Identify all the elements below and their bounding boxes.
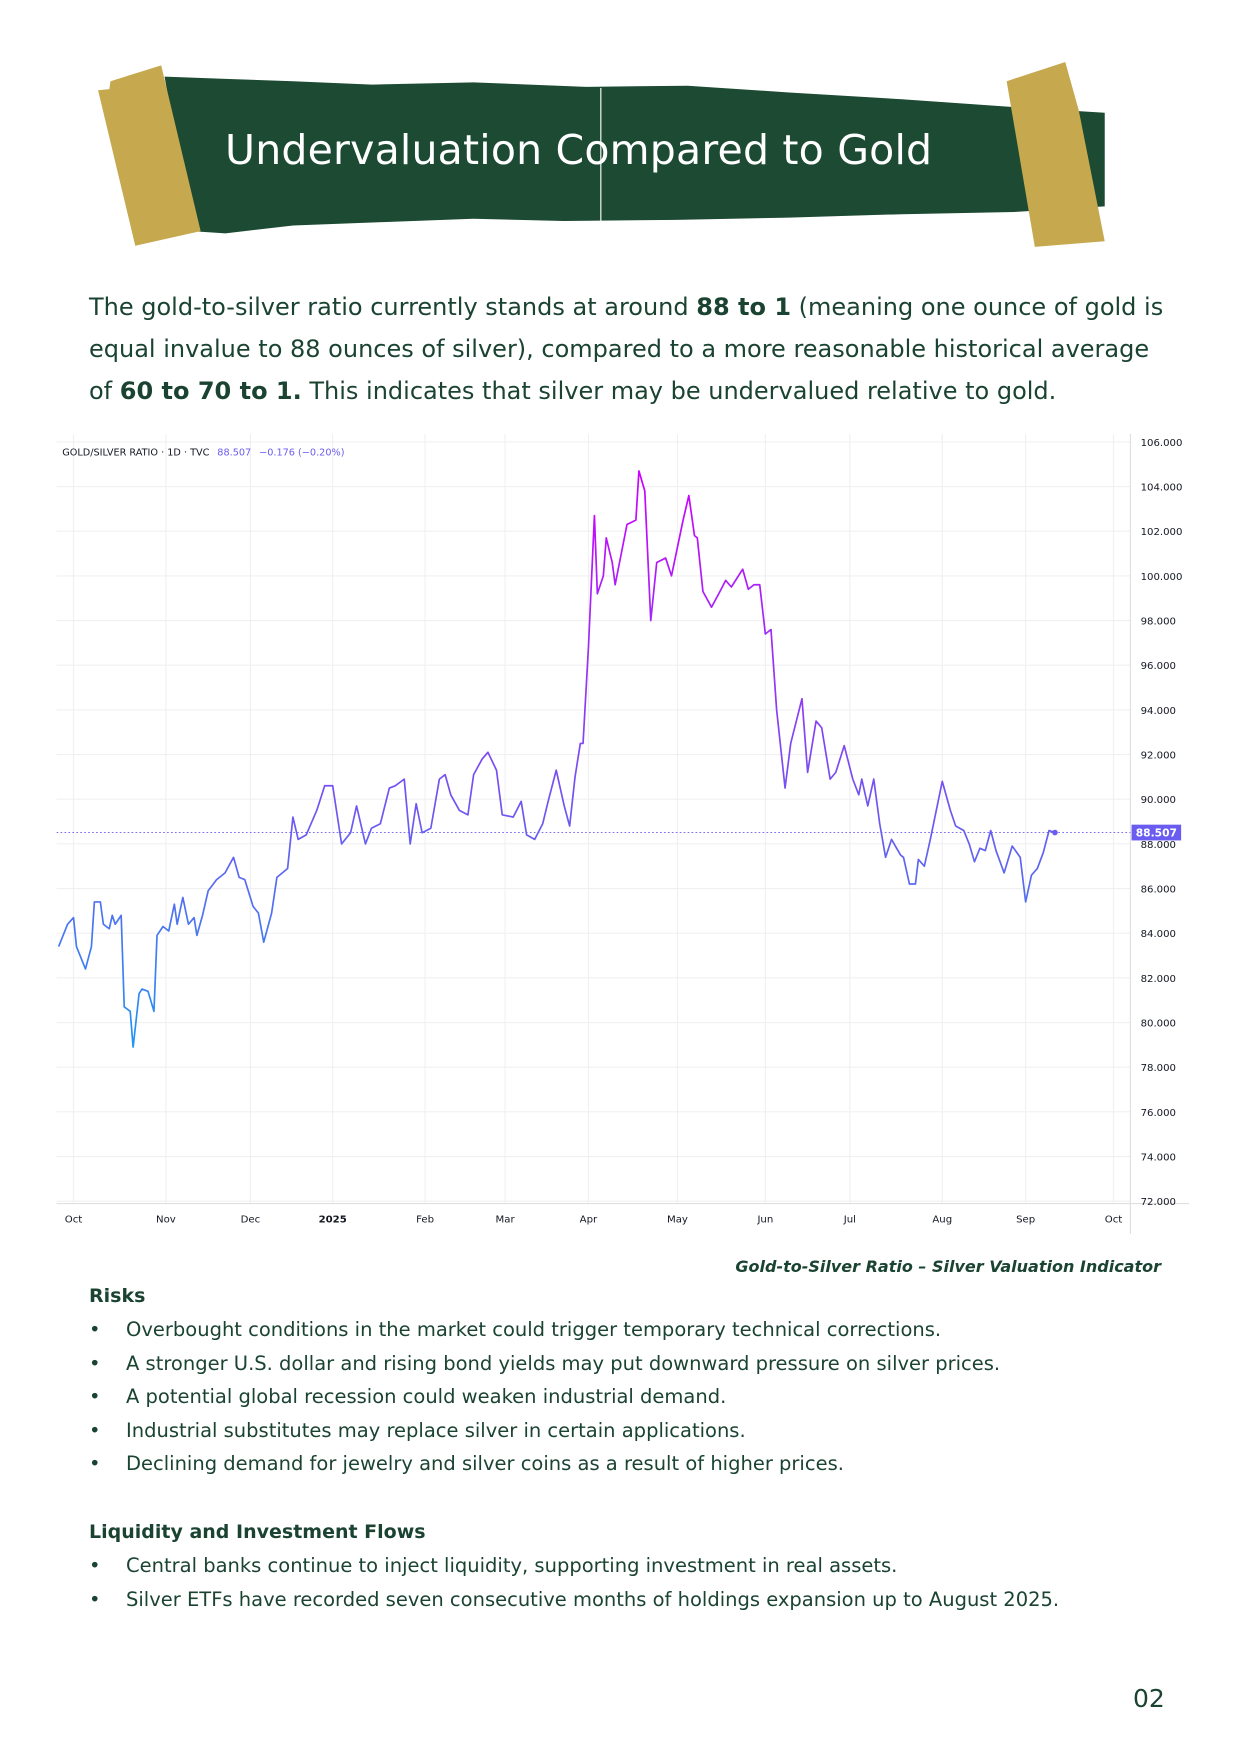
intro-ratio-historical: 60 to 70 to 1. — [119, 377, 302, 405]
y-tick-label: 78.000 — [1141, 1063, 1176, 1074]
y-tick-label: 76.000 — [1141, 1108, 1176, 1119]
list-item: • Central banks continue to inject liquid… — [89, 1554, 897, 1577]
bullet-icon: • — [89, 1318, 101, 1341]
chart-legend: GOLD/SILVER RATIO · 1D · TVC 88.507 −0.176… — [62, 447, 344, 458]
y-tick-label: 80.000 — [1141, 1018, 1176, 1029]
list-item-text: Central banks continue to inject liquidi… — [126, 1554, 898, 1577]
intro-text: The gold-to-silver ratio currently stand… — [89, 293, 697, 321]
y-tick-label: 94.000 — [1141, 706, 1176, 717]
bullet-icon: • — [89, 1452, 101, 1476]
liquidity-heading: Liquidity and Investment Flows — [89, 1521, 426, 1543]
intro-ratio-current: 88 to 1 — [696, 293, 792, 321]
intro-text: This indicates that silver may be underv… — [301, 377, 1057, 405]
intro-paragraph: The gold-to-silver ratio currently stand… — [89, 286, 1174, 412]
x-tick-label: Aug — [932, 1215, 952, 1226]
x-tick-label: May — [667, 1215, 688, 1226]
x-tick-label: Oct — [1105, 1215, 1123, 1226]
x-tick-label: Sep — [1016, 1215, 1035, 1226]
page-title: Undervaluation Compared to Gold — [225, 126, 933, 174]
price-axis: 106.000 104.000 102.000 100.000 98.000 96.000… — [1141, 438, 1183, 1208]
list-item: • A potential global recession could weak… — [89, 1385, 726, 1408]
y-tick-label: 98.000 — [1141, 616, 1176, 627]
time-axis: Oct Nov Dec 2025 Feb Mar Apr May Jun Jul Aug Sep Oct — [65, 1215, 1123, 1226]
last-point-marker — [1052, 829, 1058, 836]
intro-text: (meaning one ounce of gold is equal inva… — [89, 293, 1164, 405]
chart-caption: Gold-to-Silver Ratio – Silver Valuation … — [735, 1257, 1161, 1276]
bullet-icon: • — [89, 1587, 101, 1611]
list-item-text: Overbought conditions in the market coul… — [126, 1318, 942, 1341]
bullet-icon: • — [89, 1418, 101, 1442]
list-item: • A stronger U.S. dollar and rising bond … — [89, 1352, 1000, 1375]
list-item-text: A potential global recession could weake… — [126, 1385, 727, 1409]
y-tick-label: 74.000 — [1141, 1152, 1176, 1163]
x-tick-label: Feb — [416, 1215, 434, 1226]
x-tick-label: Oct — [65, 1215, 83, 1226]
y-tick-label: 104.000 — [1141, 482, 1183, 493]
list-item-text: A stronger U.S. dollar and rising bond y… — [126, 1351, 1001, 1375]
grid — [56, 434, 1131, 1204]
y-tick-label: 92.000 — [1141, 750, 1176, 761]
x-tick-label: Jun — [756, 1215, 773, 1226]
bullet-icon: • — [89, 1351, 101, 1375]
last-price-badge: 88.507 — [1131, 824, 1182, 841]
y-tick-label: 88.000 — [1141, 840, 1176, 851]
gold-silver-ratio-chart: 106.000 104.000 102.000 100.000 98.000 96.000… — [56, 434, 1190, 1234]
y-tick-label: 100.000 — [1141, 572, 1183, 583]
y-tick-label: 82.000 — [1141, 974, 1176, 985]
banner-background — [164, 76, 1105, 234]
bullet-icon: • — [89, 1554, 101, 1577]
x-tick-label: Dec — [241, 1215, 261, 1226]
x-tick-label: 2025 — [319, 1215, 347, 1226]
y-tick-label: 72.000 — [1141, 1197, 1176, 1208]
list-item-text: Silver ETFs have recorded seven consecut… — [126, 1587, 1060, 1611]
list-item: • Silver ETFs have recorded seven consecu… — [89, 1588, 1059, 1611]
last-price-label: 88.507 — [1136, 826, 1177, 839]
title-banner — [98, 62, 1105, 247]
list-item-text: Declining demand for jewelry and silver … — [126, 1452, 844, 1476]
y-tick-label: 86.000 — [1141, 884, 1176, 895]
x-tick-label: Mar — [496, 1215, 516, 1226]
list-item: • Industrial substitutes may replace silv… — [89, 1419, 746, 1442]
y-tick-label: 106.000 — [1141, 438, 1183, 449]
y-tick-label: 96.000 — [1141, 661, 1176, 672]
page-number: 02 — [1133, 1684, 1165, 1713]
y-tick-label: 84.000 — [1141, 929, 1176, 940]
x-tick-label: Jul — [843, 1215, 856, 1226]
chart-title: GOLD/SILVER RATIO · 1D · TVC — [62, 447, 209, 458]
chart-change: −0.176 (−0.20%) — [259, 447, 344, 458]
x-tick-label: Apr — [580, 1215, 598, 1226]
tape-right-icon — [1006, 62, 1105, 247]
risks-heading: Risks — [89, 1285, 146, 1307]
list-item-text: Industrial substitutes may replace silve… — [126, 1418, 746, 1442]
bullet-icon: • — [89, 1385, 101, 1409]
list-item: • Declining demand for jewelry and silver… — [89, 1452, 844, 1475]
chart-last-value: 88.507 — [217, 447, 251, 458]
tape-left-icon — [98, 65, 201, 246]
list-item: • Overbought conditions in the market cou… — [89, 1318, 941, 1341]
y-tick-label: 90.000 — [1141, 795, 1176, 806]
x-tick-label: Nov — [156, 1215, 176, 1226]
series-line — [57, 470, 1056, 1048]
y-tick-label: 102.000 — [1141, 527, 1183, 538]
